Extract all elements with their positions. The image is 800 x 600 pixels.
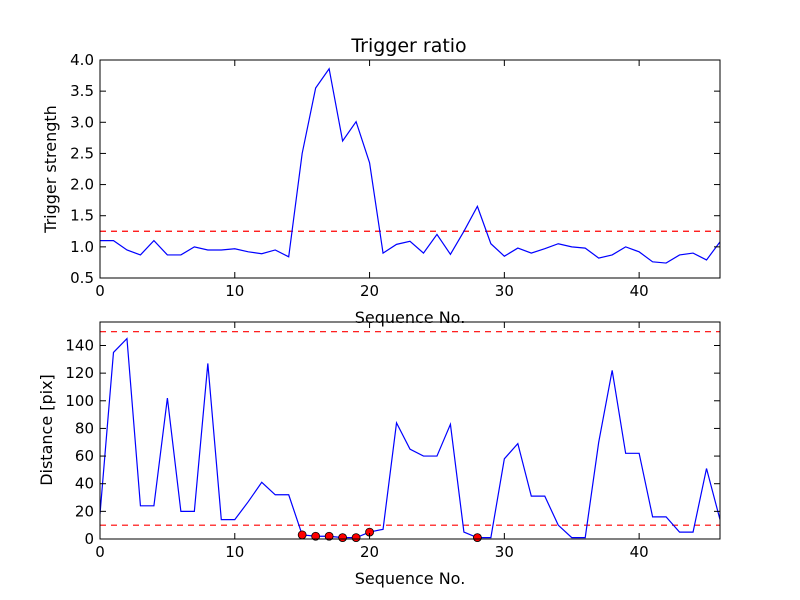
x-tick-label-bottom-3: 30 xyxy=(495,543,514,561)
y-axis-label-top: Trigger strength xyxy=(41,105,60,234)
y-tick-label-bottom-2: 40 xyxy=(75,475,94,493)
y-tick-label-bottom-4: 80 xyxy=(75,419,94,437)
x-tick-label-top-0: 0 xyxy=(95,282,105,300)
plot-area-bottom xyxy=(100,331,720,543)
data-marker-0 xyxy=(297,530,307,540)
series-line-bottom-0 xyxy=(100,337,720,539)
x-tick-label-top-3: 30 xyxy=(495,282,514,300)
ticks-bottom: 0 10 20 30 40 0 20 40 60 80 100 120 140 xyxy=(65,322,720,561)
y-tick-label-bottom-3: 60 xyxy=(75,447,94,465)
y-tick-label-top-0: 0.5 xyxy=(70,269,94,287)
subplot-trigger-ratio: Trigger ratio 0 10 20 30 40 0.5 1.0 1.5 2.0 2.5 3.… xyxy=(41,35,721,327)
data-marker-2 xyxy=(324,531,334,541)
data-marker-4 xyxy=(351,533,361,543)
y-tick-label-top-3: 2.0 xyxy=(70,176,94,194)
plot-area-top xyxy=(100,67,720,264)
x-tick-label-top-2: 20 xyxy=(360,282,379,300)
chart-title: Trigger ratio xyxy=(350,35,466,57)
x-tick-label-top-4: 40 xyxy=(630,282,649,300)
y-tick-label-bottom-7: 140 xyxy=(65,336,94,354)
series-line-top-0 xyxy=(100,67,720,264)
data-marker-6 xyxy=(472,533,482,543)
y-tick-label-top-2: 1.5 xyxy=(70,207,94,225)
x-axis-label-top: Sequence No. xyxy=(355,308,466,327)
y-tick-label-top-1: 1.0 xyxy=(70,238,94,256)
y-tick-label-bottom-6: 120 xyxy=(65,364,94,382)
x-tick-label-bottom-2: 20 xyxy=(360,543,379,561)
x-tick-label-bottom-0: 0 xyxy=(95,543,105,561)
y-tick-label-bottom-0: 0 xyxy=(84,530,94,548)
y-tick-label-top-7: 4.0 xyxy=(70,51,94,69)
x-axis-label-bottom: Sequence No. xyxy=(355,569,466,588)
subplot-distance: 0 10 20 30 40 0 20 40 60 80 100 120 140 Sequence No.… xyxy=(37,321,721,588)
y-tick-label-bottom-1: 20 xyxy=(75,502,94,520)
y-tick-label-top-5: 3.0 xyxy=(70,113,94,131)
y-tick-label-bottom-5: 100 xyxy=(65,392,94,410)
axes-frame-top xyxy=(99,59,721,279)
ticks-top: 0 10 20 30 40 0.5 1.0 1.5 2.0 2.5 3.0 3.5 4.0 xyxy=(70,51,720,300)
x-tick-label-top-1: 10 xyxy=(225,282,244,300)
axes-frame-bottom xyxy=(99,321,721,540)
data-marker-1 xyxy=(311,531,321,541)
x-tick-label-bottom-4: 40 xyxy=(630,543,649,561)
y-axis-label-bottom: Distance [pix] xyxy=(37,374,56,486)
y-tick-label-top-4: 2.5 xyxy=(70,144,94,162)
x-tick-label-bottom-1: 10 xyxy=(225,543,244,561)
data-marker-3 xyxy=(338,533,348,543)
y-tick-label-top-6: 3.5 xyxy=(70,82,94,100)
